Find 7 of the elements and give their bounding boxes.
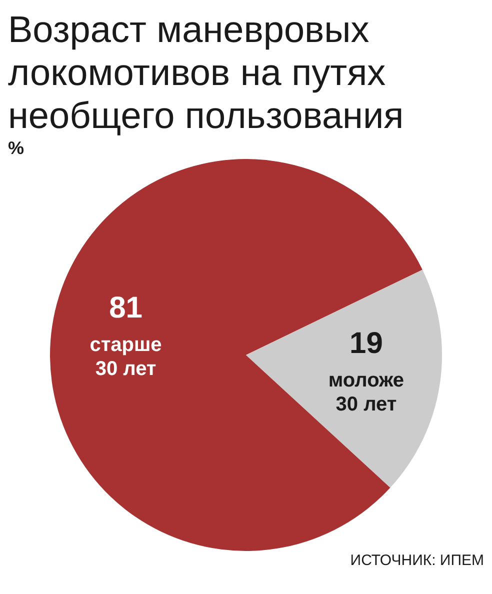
chart-title: Возраст маневровых локомотивов на путях необщего пользования [8, 8, 405, 137]
data-label: 81 [109, 292, 142, 325]
chart-subtitle: % [8, 137, 26, 159]
slice-label: старше 30 лет [90, 334, 162, 380]
slice-label: моложе 30 лет [328, 369, 404, 416]
text: ИСТОЧНИК: ИПЕМ [349, 551, 484, 571]
data-label: 19 [350, 327, 383, 360]
